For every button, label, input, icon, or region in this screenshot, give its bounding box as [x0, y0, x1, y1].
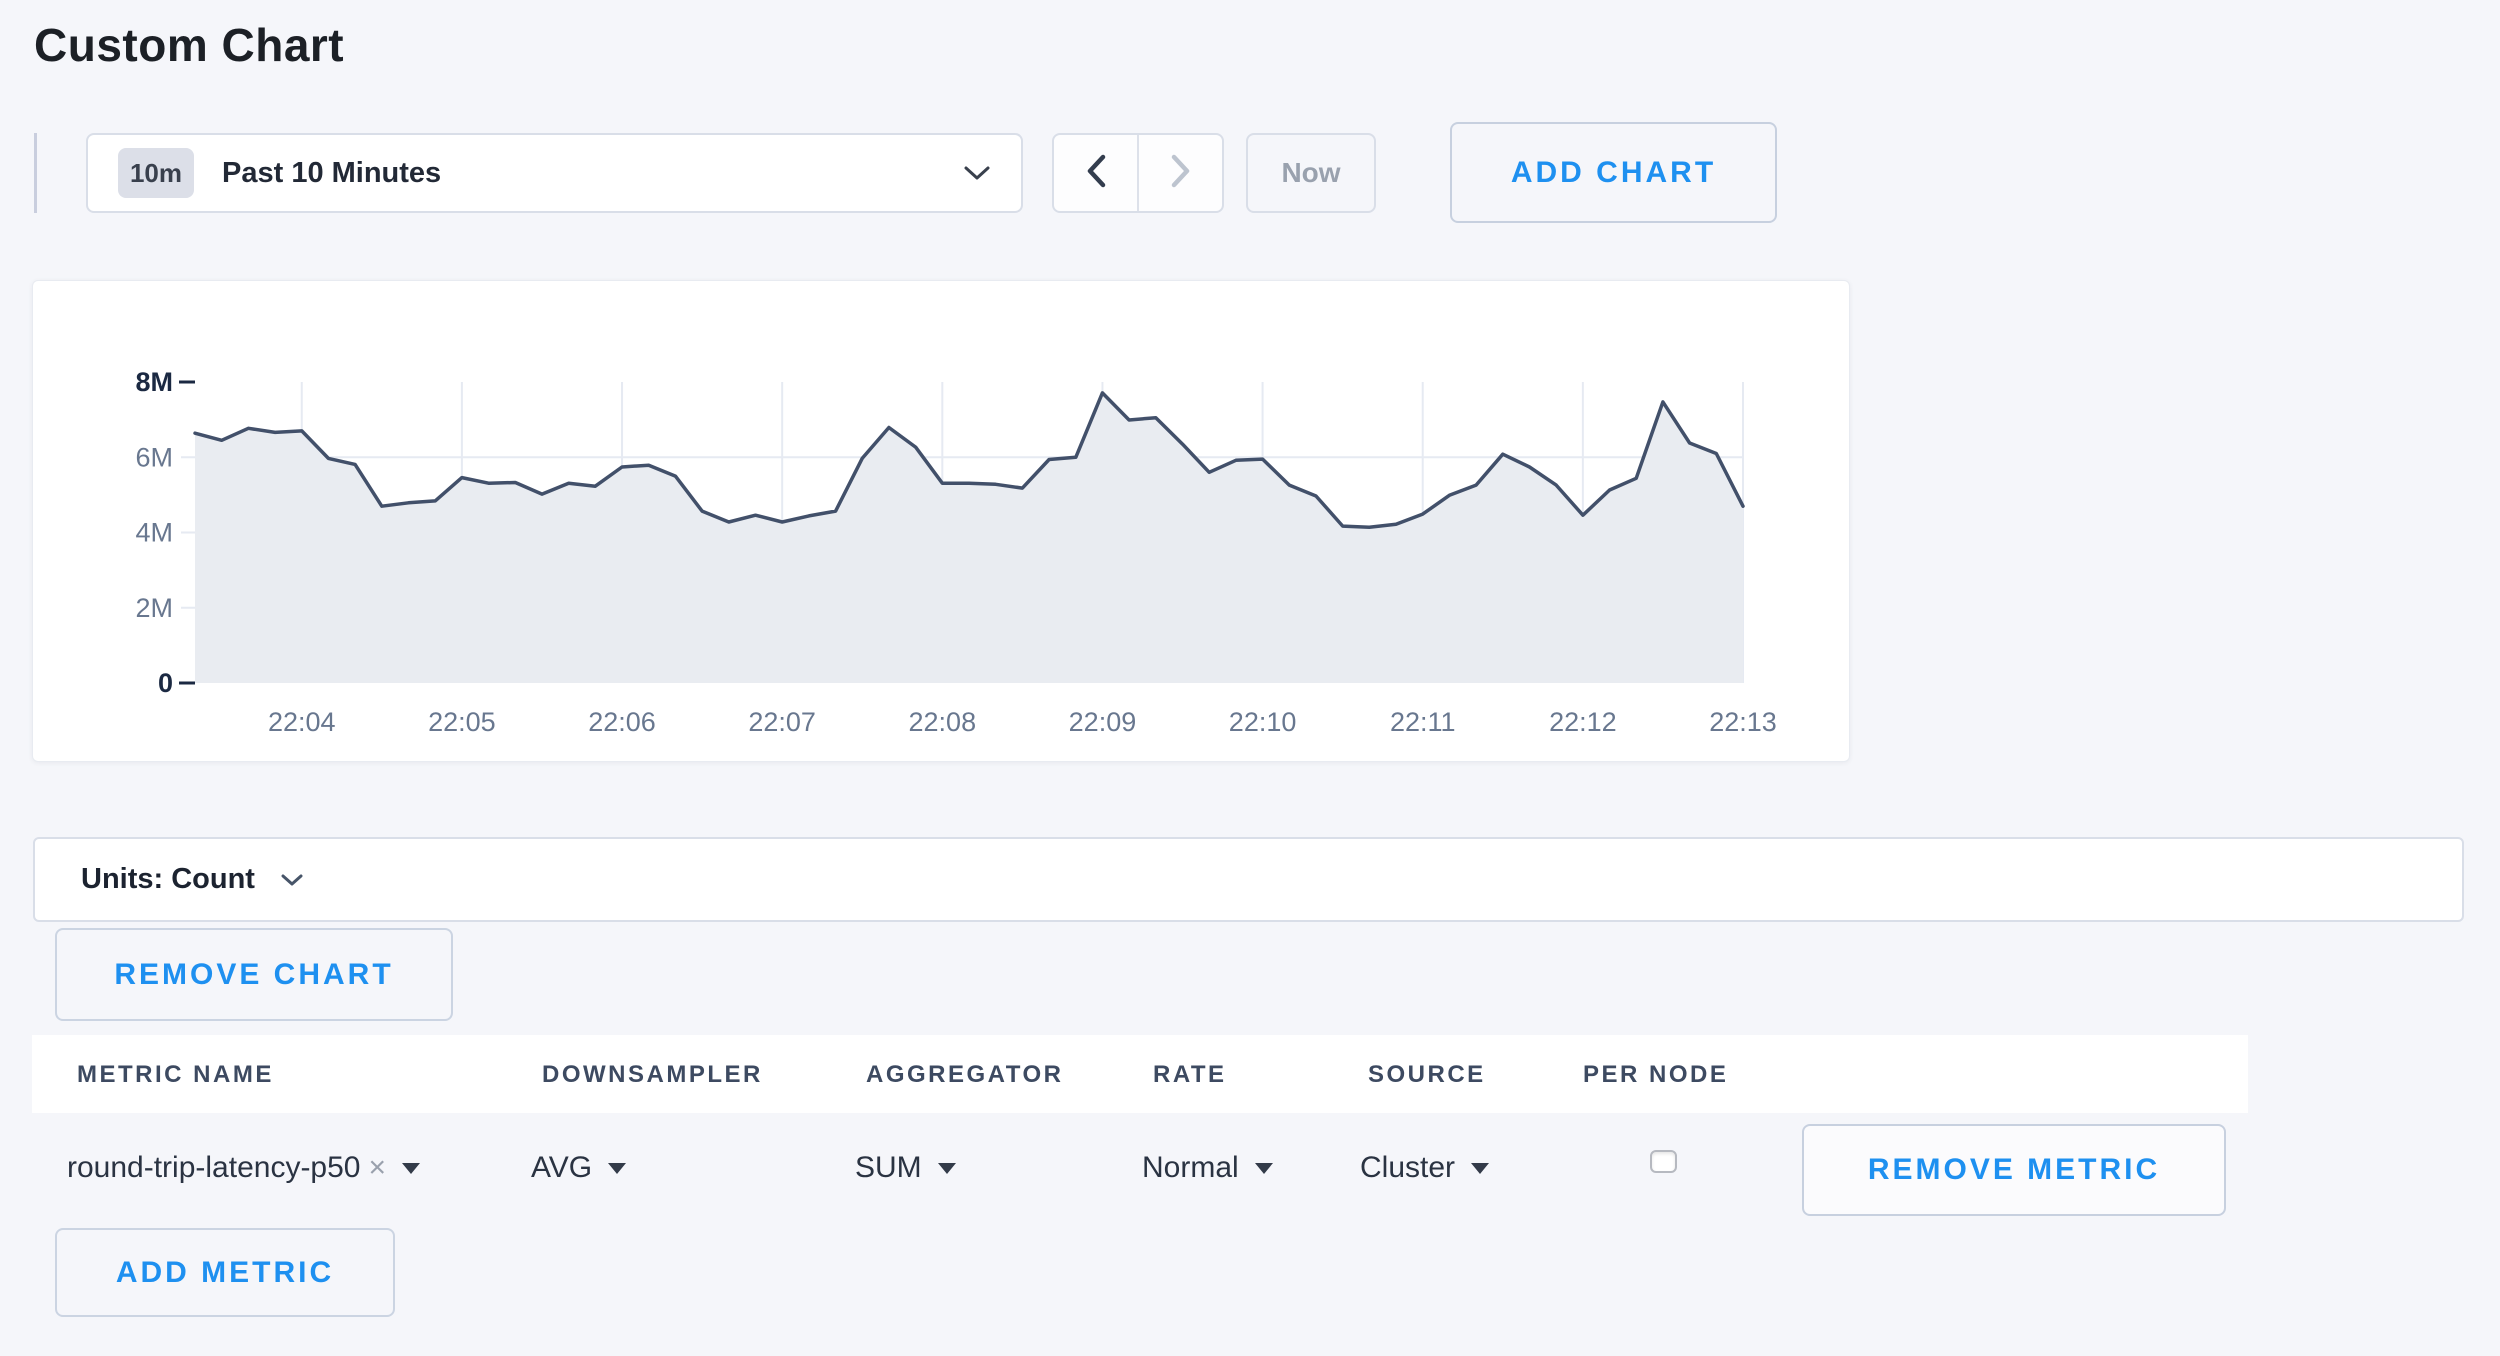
time-range-badge: 10m: [118, 148, 194, 198]
metric-name-value: round-trip-latency-p50: [67, 1151, 361, 1184]
time-range-label: Past 10 Minutes: [222, 156, 442, 189]
col-header-aggregator: AGGREGATOR: [866, 1061, 1064, 1088]
source-value: Cluster: [1360, 1151, 1456, 1184]
page-title: Custom Chart: [34, 19, 345, 71]
y-tick-label: 4M: [135, 518, 173, 548]
x-tick-label: 22:06: [588, 707, 656, 737]
x-tick-label: 22:13: [1709, 707, 1777, 737]
chevron-down-icon: [281, 873, 303, 887]
x-tick-label: 22:12: [1549, 707, 1617, 737]
rate-value: Normal: [1142, 1151, 1239, 1184]
units-dropdown[interactable]: Units: Count: [33, 837, 2464, 922]
chart-svg: 22:04 22:05 22:06 22:07 22:08 22:09 22:10 22:11…: [135, 367, 1777, 737]
metric-name-select[interactable]: round-trip-latency-p50 ×: [67, 1113, 421, 1223]
col-header-rate: RATE: [1153, 1061, 1227, 1088]
aggregator-select[interactable]: SUM: [855, 1113, 956, 1223]
chevron-down-icon: [963, 164, 991, 182]
y-tick-label: 2M: [135, 593, 173, 623]
caret-down-icon: [402, 1162, 421, 1174]
close-icon[interactable]: ×: [368, 1151, 387, 1184]
time-step-back-button[interactable]: [1054, 135, 1137, 211]
x-tick-label: 22:09: [1069, 707, 1137, 737]
downsampler-select[interactable]: AVG: [531, 1113, 627, 1223]
time-step-button-group: [1052, 133, 1224, 213]
downsampler-value: AVG: [531, 1151, 593, 1184]
metrics-table-header: METRIC NAME DOWNSAMPLER AGGREGATOR RATE …: [32, 1035, 2248, 1113]
x-tick-label: 22:07: [748, 707, 816, 737]
x-tick-label: 22:11: [1390, 707, 1456, 737]
caret-down-icon: [1254, 1162, 1273, 1174]
series-area: [195, 392, 1743, 683]
time-range-dropdown[interactable]: 10m Past 10 Minutes: [86, 133, 1023, 213]
time-step-forward-button[interactable]: [1137, 135, 1222, 211]
per-node-checkbox[interactable]: [1650, 1150, 1677, 1173]
now-button[interactable]: Now: [1246, 133, 1376, 213]
caret-down-icon: [608, 1162, 627, 1174]
x-tick-label: 22:05: [428, 707, 496, 737]
x-tick-label: 22:08: [909, 707, 977, 737]
add-chart-button[interactable]: ADD CHART: [1450, 122, 1777, 223]
x-tick-label: 22:10: [1229, 707, 1297, 737]
y-tick-label: 0: [158, 668, 173, 698]
units-label: Units: Count: [81, 863, 255, 895]
col-header-downsampler: DOWNSAMPLER: [542, 1061, 763, 1088]
add-metric-button[interactable]: ADD METRIC: [55, 1228, 395, 1317]
aggregator-value: SUM: [855, 1151, 922, 1184]
y-tick-label: 6M: [135, 442, 173, 472]
caret-down-icon: [937, 1162, 956, 1174]
col-header-metric-name: METRIC NAME: [77, 1061, 274, 1088]
remove-chart-button[interactable]: REMOVE CHART: [55, 928, 453, 1021]
y-tick-label: 8M: [135, 367, 173, 397]
time-range-accent-divider: [34, 133, 37, 213]
rate-select[interactable]: Normal: [1142, 1113, 1273, 1223]
col-header-per-node: PER NODE: [1583, 1061, 1729, 1088]
chevron-right-icon: [1170, 154, 1192, 193]
series-line: [193, 391, 1745, 529]
source-select[interactable]: Cluster: [1360, 1113, 1490, 1223]
chart-card: 22:04 22:05 22:06 22:07 22:08 22:09 22:10 22:11…: [32, 280, 1850, 762]
chevron-left-icon: [1085, 154, 1107, 193]
remove-metric-button[interactable]: REMOVE METRIC: [1802, 1124, 2226, 1216]
x-tick-label: 22:04: [268, 707, 336, 737]
col-header-source: SOURCE: [1368, 1061, 1486, 1088]
metric-row: round-trip-latency-p50 × AVG SUM Normal …: [0, 1113, 2500, 1223]
caret-down-icon: [1471, 1162, 1490, 1174]
